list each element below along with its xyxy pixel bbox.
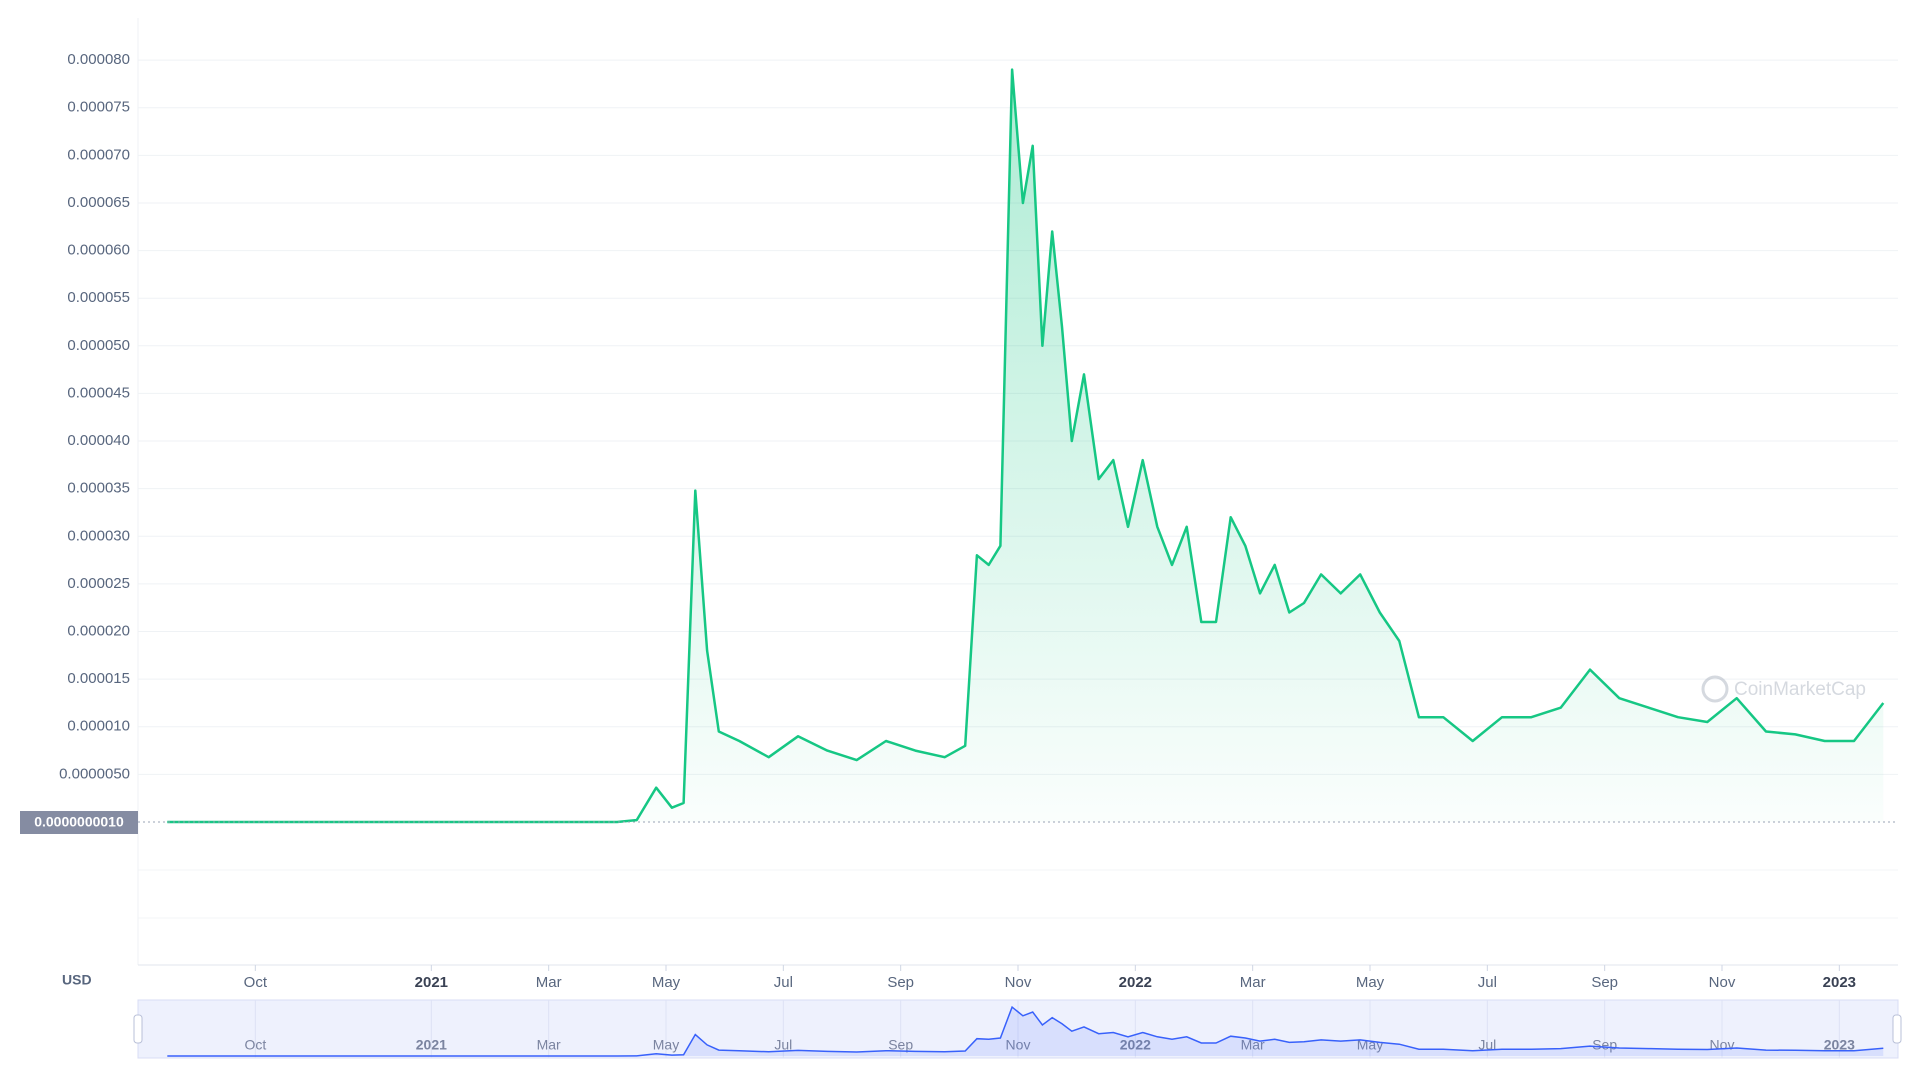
y-tick-label: 0.000045: [67, 384, 130, 401]
watermark-logo: [1701, 675, 1729, 703]
y-tick-label: 0.000040: [67, 432, 130, 449]
y-tick-label: 0.000030: [67, 527, 130, 544]
y-tick-label: 0.0000050: [59, 765, 130, 782]
y-tick-label: 0.000070: [67, 146, 130, 163]
navigator-tick-label: Mar: [537, 1037, 561, 1053]
y-tick-label: 0.000020: [67, 622, 130, 639]
navigator-tick-label: 2023: [1824, 1037, 1855, 1053]
navigator-tick-label: Oct: [244, 1037, 266, 1053]
y-tick-label: 0.000075: [67, 99, 130, 116]
navigator-tick-label: Jul: [774, 1037, 792, 1053]
x-tick-label: Jul: [774, 974, 793, 991]
navigator-handle-left[interactable]: [133, 1014, 143, 1044]
y-tick-label: 0.000010: [67, 718, 130, 735]
navigator-tick-label: Nov: [1006, 1037, 1031, 1053]
crosshair-label: 0.0000000010: [34, 814, 124, 830]
y-tick-label: 0.000025: [67, 575, 130, 592]
x-tick-label: Nov: [1005, 974, 1032, 991]
x-tick-label: 2023: [1823, 974, 1856, 991]
x-tick-label: May: [1356, 974, 1385, 991]
x-tick-label: Sep: [1591, 974, 1618, 991]
navigator-tick-label: Jul: [1478, 1037, 1496, 1053]
y-tick-label: 0.000065: [67, 194, 130, 211]
x-tick-label: Oct: [244, 974, 268, 991]
x-tick-label: 2021: [415, 974, 448, 991]
navigator-tick-label: Sep: [1592, 1037, 1617, 1053]
y-tick-label: 0.000080: [67, 51, 130, 68]
y-tick-label: 0.000050: [67, 337, 130, 354]
x-tick-label: Mar: [536, 974, 562, 991]
navigator-tick-label: May: [653, 1037, 679, 1053]
navigator-line: [167, 1005, 1884, 1057]
navigator-handle-right[interactable]: [1892, 1014, 1902, 1044]
crosshair-label-box: [20, 811, 138, 834]
x-tick-label: Mar: [1240, 974, 1266, 991]
x-tick-label: 2022: [1119, 974, 1152, 991]
x-tick-label: May: [652, 974, 681, 991]
y-tick-label: 0.000015: [67, 670, 130, 687]
x-tick-label: Nov: [1709, 974, 1736, 991]
navigator-tick-label: 2021: [416, 1037, 447, 1053]
x-tick-label: Jul: [1478, 974, 1497, 991]
price-line: [167, 68, 1885, 824]
navigator-tick-label: 2022: [1120, 1037, 1151, 1053]
price-area: [167, 69, 1884, 823]
y-tick-label: 0.000055: [67, 289, 130, 306]
navigator-area: [167, 1007, 1884, 1056]
navigator-tick-label: Sep: [888, 1037, 913, 1053]
y-tick-label: 0.000060: [67, 242, 130, 259]
watermark: CoinMarketCap: [1701, 675, 1866, 703]
watermark-text: CoinMarketCap: [1734, 679, 1866, 700]
currency-label: USD: [62, 972, 92, 988]
y-tick-label: 0.000035: [67, 480, 130, 497]
x-tick-label: Sep: [887, 974, 914, 991]
